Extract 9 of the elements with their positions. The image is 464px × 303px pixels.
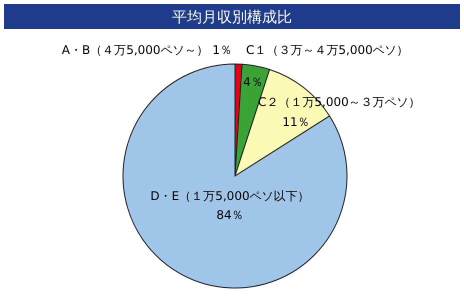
data-label: 1％ — [208, 43, 232, 57]
data-label: 11％ — [282, 115, 310, 129]
data-label: 84％ — [216, 208, 244, 222]
chart-title: 平均月収別構成比 — [172, 8, 292, 26]
slice-label: A・B（４万5,000ペソ～） — [62, 43, 209, 57]
data-label: 4％ — [243, 75, 263, 89]
title: 平均月収別構成比 — [4, 4, 460, 29]
slice-label: D・E（１万5,000ペソ以下） — [150, 189, 310, 203]
slice-label: C１（３万～４万5,000ペソ） — [246, 43, 409, 57]
